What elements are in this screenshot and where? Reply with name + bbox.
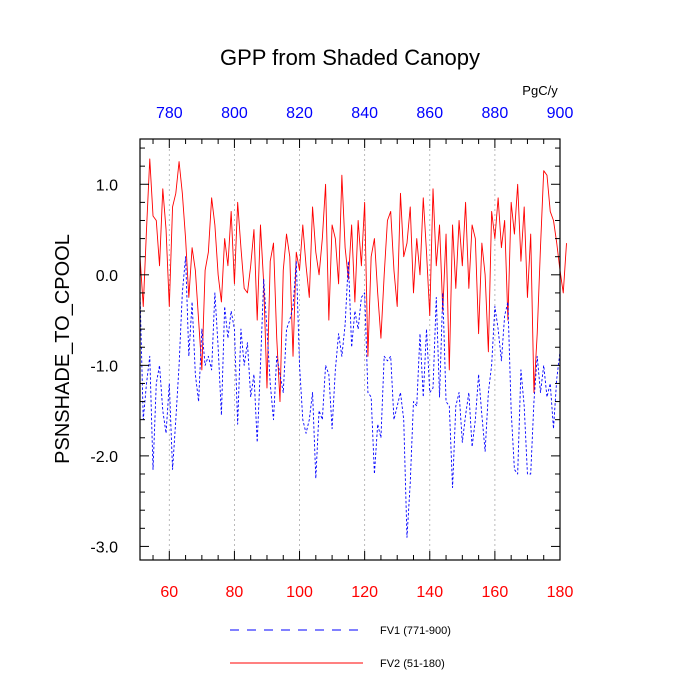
bottom-tick-labels: 60 80 100 120 140 160 180 [160,584,573,601]
top-tick-label: 840 [351,105,378,122]
ticks [140,139,561,560]
top-tick-label: 900 [547,105,574,122]
units-label: PgC/y [522,83,558,98]
series-line-fv1 [139,256,561,538]
legend-fv2-label: FV2 (51-180) [380,658,445,670]
bottom-tick-label: 120 [351,584,378,601]
legend: FV1 (771-900) FV2 (51-180) [230,625,451,670]
top-tick-label: 780 [156,105,183,122]
bottom-tick-label: 180 [547,584,574,601]
bottom-tick-label: 80 [226,584,244,601]
y-tick-labels: 1.0 0.0 -1.0 -2.0 -3.0 [90,177,118,556]
chart-title: GPP from Shaded Canopy [220,45,480,70]
top-tick-label: 820 [286,105,313,122]
top-tick-labels: 780 800 820 840 860 880 900 [156,105,573,122]
y-tick-label: -2.0 [90,449,118,466]
bottom-tick-label: 140 [416,584,443,601]
top-tick-label: 880 [482,105,509,122]
bottom-tick-label: 160 [482,584,509,601]
legend-fv1-label: FV1 (771-900) [380,625,451,637]
y-tick-label: -3.0 [90,539,118,556]
bottom-tick-label: 60 [160,584,178,601]
bottom-tick-label: 100 [286,584,313,601]
y-tick-label: -1.0 [90,358,118,375]
series-layer [139,158,567,538]
y-axis-label: PSNSHADE_TO_CPOOL [52,234,74,464]
plot-frame [139,138,561,561]
series-line-fv2 [139,158,567,403]
y-tick-label: 1.0 [96,177,118,194]
y-tick-label: 0.0 [96,268,118,285]
top-tick-label: 800 [221,105,248,122]
top-tick-label: 860 [416,105,443,122]
